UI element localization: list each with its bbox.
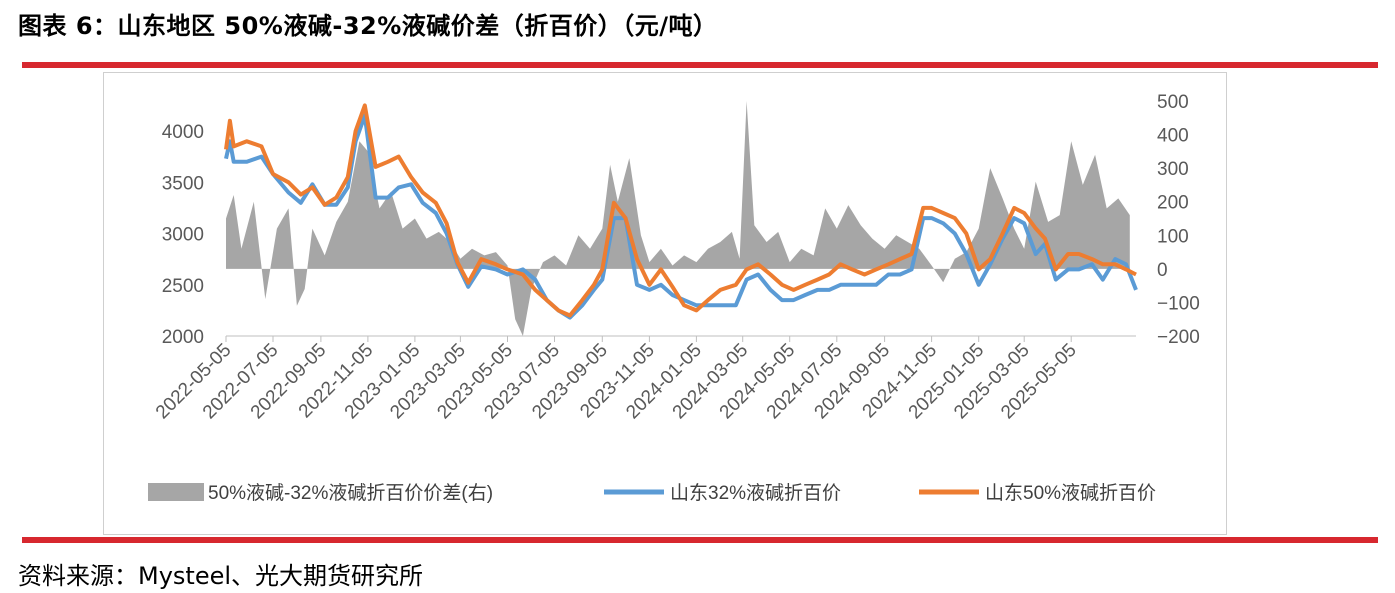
left-y-tick-label: 3000 (162, 225, 204, 246)
right-y-tick-label: −200 (1157, 327, 1200, 348)
legend-label-32: 山东32%液碱折百价 (670, 482, 841, 504)
chart-frame: 2000 2500 3000 3500 4000 −200 −100 0 100 200 300 4… (103, 72, 1227, 535)
bottom-divider (22, 537, 1378, 543)
legend: 50%液碱-32%液碱折百价价差(右) 山东32%液碱折百价 山东50%液碱折百价 (148, 482, 1156, 504)
left-y-axis: 2000 2500 3000 3500 4000 (162, 122, 204, 348)
left-y-tick-label: 2500 (162, 276, 204, 297)
spread-area-series (226, 101, 1130, 336)
legend-label-50: 山东50%液碱折百价 (985, 482, 1156, 504)
page-title: 图表 6：山东地区 50%液碱-32%液碱价差（折百价）（元/吨） (18, 12, 718, 40)
legend-label-spread: 50%液碱-32%液碱折百价价差(右) (208, 482, 493, 504)
left-y-tick-label: 4000 (162, 122, 204, 143)
price-line-layer (224, 103, 1138, 320)
x-axis: 2022-05-052022-07-052022-09-052022-11-05… (152, 335, 1136, 423)
right-y-tick-label: −100 (1157, 293, 1200, 314)
right-y-tick-label: 200 (1157, 193, 1189, 214)
left-y-tick-label: 3500 (162, 173, 204, 194)
right-y-axis: −200 −100 0 100 200 300 400 500 (1157, 92, 1200, 348)
left-y-tick-label: 2000 (162, 327, 204, 348)
right-y-tick-label: 300 (1157, 159, 1189, 180)
chart-svg: 2000 2500 3000 3500 4000 −200 −100 0 100 200 300 4… (148, 92, 1200, 504)
legend-swatch-spread (148, 483, 204, 501)
line-50-series (224, 103, 1137, 318)
right-y-tick-label: 500 (1157, 92, 1189, 113)
source-note: 资料来源：Mysteel、光大期货研究所 (18, 562, 424, 590)
right-y-tick-label: 400 (1157, 126, 1189, 147)
spread-area-layer (226, 101, 1130, 336)
right-y-tick-label: 0 (1157, 260, 1168, 281)
right-y-tick-label: 100 (1157, 226, 1189, 247)
top-divider (22, 62, 1378, 68)
